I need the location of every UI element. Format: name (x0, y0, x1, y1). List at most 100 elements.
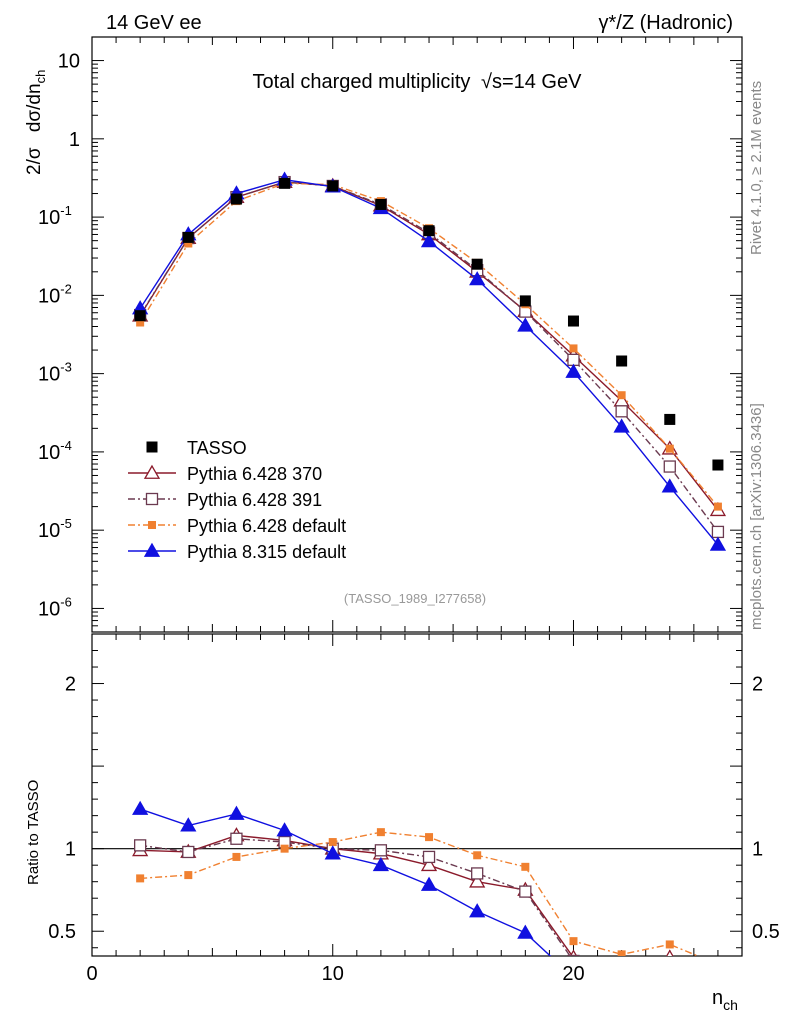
series-1-ratio-point (664, 959, 675, 970)
ratio-tick-label: 0.5 (48, 921, 76, 943)
series-1-ratio-point (133, 839, 147, 852)
series-3-ratio-point (663, 984, 677, 996)
tasso-data-point (182, 231, 194, 243)
y-tick-label-base: 10 (58, 51, 80, 73)
series-2-ratio-point (569, 937, 578, 946)
series-3-point (613, 418, 630, 433)
ratio-tick-label-right: 0.5 (752, 921, 780, 943)
y-tick-label-exp: -2 (60, 281, 72, 296)
tasso-data-point (567, 315, 579, 327)
main-frame (91, 36, 743, 633)
series-3-point (565, 363, 582, 378)
series-1-ratio-point (519, 885, 532, 898)
series-0-ratio-point (569, 949, 578, 956)
series-2-point (665, 444, 674, 453)
y-tick-label-exp: -1 (60, 203, 72, 218)
series-3-ratio-point (372, 856, 390, 872)
legend-marker (146, 441, 158, 453)
series-1-ratio-point (230, 832, 243, 845)
series-0-ratio-point (469, 873, 486, 888)
legend: TASSO Pythia 6.428 370 Pythia 6.428 391 Pyt… (128, 438, 346, 562)
series-1-ratio-point (182, 845, 195, 859)
y-axis-label-main: 2/σ dσ/dnch (24, 70, 48, 175)
y-tick-label-exp: -4 (60, 438, 72, 453)
side-label-bottom: mcplots.cern.ch [arXiv:1306.3436] (748, 403, 765, 630)
series-3-ratio-point (180, 817, 197, 832)
y-tick-label: 10-3 (38, 360, 72, 386)
y-tick-label: 10-4 (38, 438, 72, 464)
sqrt-s-symbol: √s (481, 71, 502, 93)
tasso-data-point (375, 198, 387, 210)
ratio-series (132, 800, 723, 996)
series-0-ratio-point (420, 856, 438, 872)
tasso-data-point (279, 177, 291, 189)
y-tick-label: 1 (69, 129, 80, 151)
y-tick-label: 10-1 (38, 203, 72, 229)
x-tick-label: 0 (86, 963, 97, 985)
ratio-panel: 0 10 20 0.5 0.5 1 1 2 2 (48, 633, 780, 996)
series-1-ratio-point (712, 959, 723, 970)
x-tick-label: 20 (562, 963, 584, 985)
y-tick-label-base: 10 (38, 207, 60, 229)
y-tick-label-exp: -3 (60, 360, 72, 375)
series-2-ratio-point (714, 960, 722, 968)
y-tick-label-base: 10 (38, 285, 60, 307)
side-label-top: Rivet 4.1.0, ≥ 2.1M events (748, 81, 765, 255)
series-2-ratio-point (617, 950, 626, 956)
analysis-tag: (TASSO_1989_I277658) (344, 591, 486, 606)
y-axis-label-norm: 2/σ (24, 147, 45, 175)
tasso-data-point (519, 295, 531, 307)
series-1-ratio-point (374, 844, 388, 857)
series-3-ratio-point (615, 984, 629, 996)
y-tick-label-base: 10 (38, 442, 60, 464)
x-tick-label: 10 (322, 963, 344, 985)
series-2-ratio-point (521, 862, 530, 871)
y-tick-label-base: 10 (38, 364, 60, 386)
y-tick-label: 10-6 (38, 594, 72, 620)
series-0-ratio-point (717, 955, 718, 956)
series-1-ratio-point (422, 850, 436, 864)
ratio-tick-label: 2 (65, 674, 76, 696)
tasso-data-point (423, 225, 435, 237)
series-3-ratio-point (132, 800, 149, 815)
legend-label: TASSO (187, 438, 247, 458)
series-2-ratio-point (473, 851, 482, 860)
y-tick-label-base: 1 (69, 129, 80, 151)
chart-title: Total charged multiplicity √s=14 GeV (253, 71, 583, 93)
series-3-ratio-point (469, 903, 486, 918)
y-tick-label-exp: -6 (60, 594, 72, 609)
series-3-ratio-point (324, 845, 341, 860)
y-tick-label: 10 (58, 51, 80, 73)
chart-title-energy: =14 GeV (502, 71, 582, 93)
series-2-point (713, 502, 722, 511)
series-2-ratio-point (425, 833, 434, 842)
y-tick-label: 10-5 (38, 516, 72, 542)
series-2-point (184, 239, 193, 248)
x-axis-label: nch (712, 987, 738, 1013)
ratio-frame (91, 633, 743, 957)
y-tick-label-base: 10 (38, 520, 60, 542)
series-2-point (136, 318, 145, 327)
y-tick-label-base: 10 (38, 598, 60, 620)
series-3-point (661, 478, 678, 493)
series-1-point (663, 460, 676, 473)
series-3-ratio-point (276, 822, 293, 837)
y-axis-label-deriv: dσ/dn (24, 83, 45, 132)
series-1-ratio-point (567, 954, 580, 956)
series-1-point (711, 525, 725, 539)
header-right: γ*/Z (Hadronic) (599, 12, 733, 34)
tasso-data-point (327, 180, 339, 192)
series-1-ratio-point (471, 867, 484, 880)
series-3-point (469, 271, 486, 286)
x-axis-label-sub: ch (723, 997, 738, 1013)
legend-marker (143, 542, 161, 557)
series-1-point (615, 405, 628, 418)
series-3-point (709, 536, 727, 551)
legend-label: Pythia 6.428 391 (187, 490, 322, 510)
series-2-ratio-point (376, 828, 385, 837)
legend-marker (148, 521, 156, 529)
legend-marker (145, 492, 159, 506)
series-3-point (420, 233, 438, 248)
